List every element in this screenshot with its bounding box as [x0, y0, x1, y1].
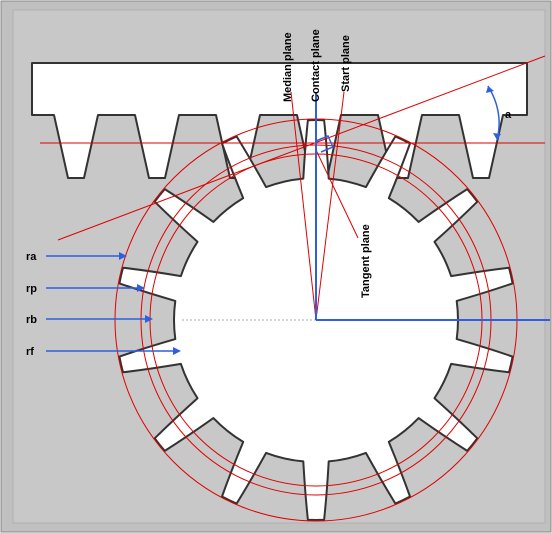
rp-arrowhead: [137, 284, 145, 292]
plane-lines: [40, 55, 546, 321]
radius-arrows: [46, 252, 181, 355]
angle-label: a: [505, 109, 512, 121]
contact-plane-label: Contact plane: [310, 29, 322, 102]
rp-label: rp: [26, 283, 37, 295]
start-plane-label: Start plane: [340, 35, 352, 92]
tangent-plane-label: Tangent plane: [360, 224, 372, 298]
rb-label: rb: [26, 314, 37, 326]
right-angle-marker: [315, 135, 335, 153]
pressure-line: [57, 55, 546, 241]
rf-arrowhead: [173, 347, 181, 355]
ra-arrowhead: [119, 252, 127, 260]
median-plane-line: [290, 91, 317, 321]
rb-arrowhead: [145, 315, 153, 323]
ra-label: ra: [26, 251, 37, 263]
contact-lines: [315, 92, 550, 321]
angle-arc: [486, 85, 501, 141]
start-plane-line: [315, 91, 345, 321]
rf-label: rf: [26, 346, 34, 358]
median-plane-label: Median plane: [282, 32, 294, 102]
tangent-plane-line: [315, 149, 359, 239]
